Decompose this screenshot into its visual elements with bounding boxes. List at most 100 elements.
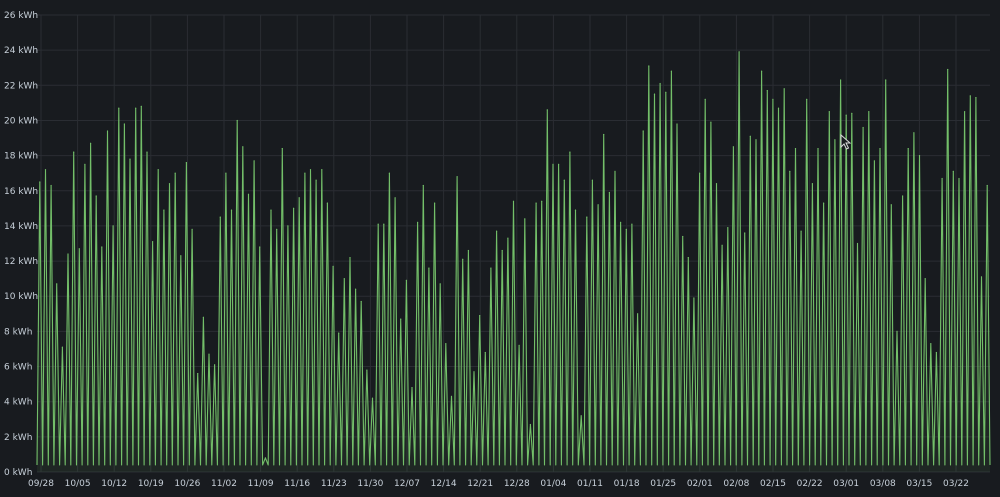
data-point[interactable] (535, 202, 537, 204)
data-point[interactable] (456, 176, 458, 178)
data-point[interactable] (642, 130, 644, 132)
data-point[interactable] (377, 223, 379, 225)
data-point[interactable] (721, 244, 723, 246)
data-point[interactable] (885, 79, 887, 81)
data-point[interactable] (761, 70, 763, 72)
data-point[interactable] (574, 209, 577, 211)
data-point[interactable] (39, 181, 41, 183)
data-point[interactable] (918, 155, 921, 157)
data-point[interactable] (191, 228, 193, 230)
data-point[interactable] (670, 70, 673, 72)
data-point[interactable] (749, 135, 751, 137)
data-point[interactable] (202, 316, 204, 318)
data-point[interactable] (952, 170, 954, 172)
data-point[interactable] (168, 183, 171, 185)
data-point[interactable] (868, 111, 870, 113)
data-point[interactable] (732, 146, 735, 148)
data-point[interactable] (259, 246, 261, 248)
data-point[interactable] (326, 202, 328, 204)
data-point[interactable] (665, 91, 667, 93)
data-point[interactable] (907, 148, 909, 150)
data-point[interactable] (823, 202, 825, 204)
data-point[interactable] (800, 230, 802, 232)
data-point[interactable] (507, 237, 509, 239)
data-point[interactable] (281, 148, 283, 150)
data-point[interactable] (958, 177, 960, 180)
data-point[interactable] (106, 130, 109, 132)
data-point[interactable] (935, 351, 938, 354)
data-point[interactable] (676, 123, 678, 125)
data-point[interactable] (873, 160, 876, 162)
data-point[interactable] (101, 246, 103, 248)
data-point[interactable] (394, 197, 396, 199)
data-point[interactable] (56, 283, 58, 285)
data-point[interactable] (603, 133, 605, 136)
data-point[interactable] (811, 183, 814, 185)
data-point[interactable] (214, 364, 216, 366)
data-point[interactable] (349, 257, 351, 259)
data-point[interactable] (777, 107, 780, 109)
data-point[interactable] (964, 111, 966, 113)
data-point[interactable] (755, 139, 757, 141)
data-point[interactable] (293, 207, 295, 209)
data-point[interactable] (501, 249, 503, 252)
data-point[interactable] (383, 223, 385, 225)
data-point[interactable] (78, 248, 80, 250)
data-point[interactable] (496, 230, 498, 232)
data-point[interactable] (591, 179, 594, 181)
data-point[interactable] (608, 191, 611, 194)
data-point[interactable] (417, 221, 419, 223)
data-point[interactable] (112, 225, 114, 227)
data-point[interactable] (123, 123, 125, 125)
data-point[interactable] (208, 353, 210, 355)
data-point[interactable] (287, 225, 289, 227)
data-point[interactable] (355, 288, 357, 290)
data-point[interactable] (247, 193, 250, 195)
data-point[interactable] (450, 395, 453, 397)
data-point[interactable] (462, 258, 464, 260)
data-point[interactable] (856, 242, 859, 245)
data-point[interactable] (546, 109, 548, 111)
data-point[interactable] (118, 107, 120, 109)
data-point[interactable] (512, 200, 515, 202)
data-point[interactable] (90, 142, 92, 144)
data-point[interactable] (552, 163, 554, 165)
data-point[interactable] (315, 179, 317, 181)
data-point[interactable] (913, 132, 915, 134)
data-point[interactable] (980, 276, 983, 278)
data-point[interactable] (625, 228, 627, 230)
data-point[interactable] (986, 184, 988, 187)
data-point[interactable] (975, 97, 977, 99)
data-point[interactable] (789, 170, 791, 172)
data-point[interactable] (817, 148, 819, 150)
data-point[interactable] (614, 170, 616, 172)
data-point[interactable] (682, 235, 684, 238)
data-point[interactable] (794, 148, 797, 150)
data-point[interactable] (422, 184, 424, 187)
data-point[interactable] (321, 169, 323, 171)
data-point[interactable] (772, 98, 774, 100)
data-point[interactable] (428, 267, 430, 269)
data-point[interactable] (687, 257, 689, 259)
data-point[interactable] (163, 209, 165, 211)
data-point[interactable] (366, 369, 368, 371)
data-point[interactable] (343, 278, 345, 280)
data-point[interactable] (783, 88, 785, 90)
data-point[interactable] (947, 68, 949, 71)
data-point[interactable] (704, 98, 706, 100)
data-point[interactable] (479, 315, 481, 317)
data-point[interactable] (332, 265, 334, 267)
data-point[interactable] (840, 79, 842, 81)
data-point[interactable] (276, 228, 278, 230)
data-point[interactable] (304, 172, 306, 174)
data-point[interactable] (738, 51, 740, 53)
data-point[interactable] (529, 423, 532, 426)
data-point[interactable] (50, 184, 52, 187)
data-point[interactable] (44, 169, 47, 171)
data-point[interactable] (586, 216, 588, 218)
data-point[interactable] (941, 177, 943, 180)
data-point[interactable] (569, 151, 571, 153)
data-point[interactable] (73, 151, 75, 153)
data-point[interactable] (693, 297, 695, 299)
